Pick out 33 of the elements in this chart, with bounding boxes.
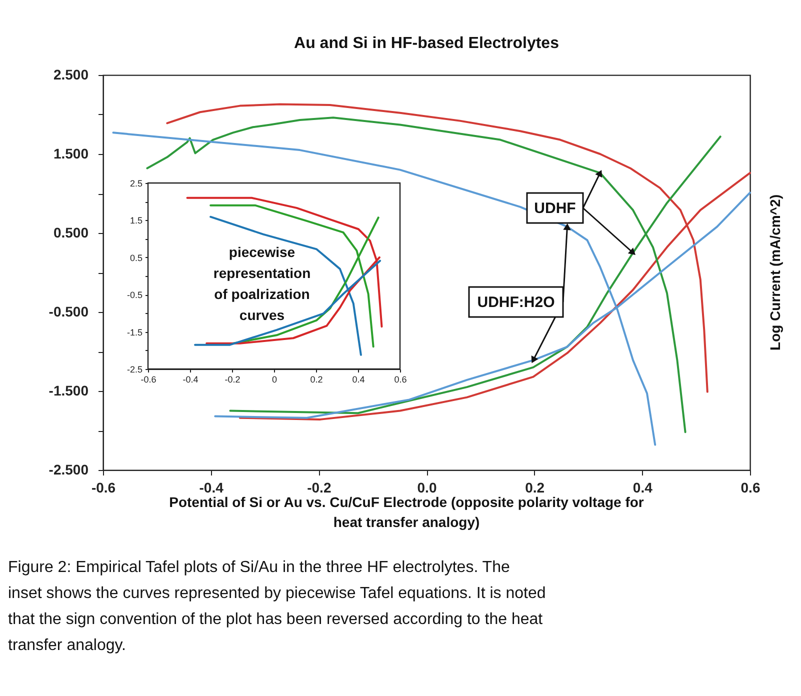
x-tick-label: -0.2	[307, 480, 332, 496]
y-tick-label: -0.500	[48, 304, 89, 320]
y-axis-title: Log Current (mA/cm^2)	[767, 194, 783, 350]
x-tick-label: 0.6	[740, 480, 760, 496]
y-tick-label: -1.500	[48, 382, 89, 398]
y-tick-label: 0.5	[130, 252, 142, 263]
x-tick-label: -0.4	[199, 480, 224, 496]
text: UDHF	[534, 200, 576, 217]
caption: Figure 2: Empirical Tafel plots of Si/Au in the three HF electrolytes. The inset shows the curves represented by piecewise Tafel equations. It is noted that the sign convention of the plot has been reversed according to the heat transfer analogy.	[8, 559, 546, 654]
x-tick-label: -0.4	[182, 374, 198, 384]
chart-title: Au and Si in HF-based Electrolytes	[294, 35, 560, 52]
y-tick-label: -1.5	[126, 327, 142, 338]
y-tick-label: -2.5	[126, 364, 142, 374]
y-tick-label: 1.500	[53, 146, 89, 162]
y-tick-label: -0.5	[126, 290, 142, 300]
x-tick-label: -0.6	[140, 374, 156, 384]
y-tick-label: 2.5	[130, 178, 142, 188]
annotation: piecewise representation of poalrization curves	[213, 244, 311, 323]
y-tick-label: 0.500	[53, 224, 89, 240]
x-tick-label: 0.2	[310, 374, 323, 384]
x-tick-label: 0.4	[352, 374, 365, 384]
x-tick-label: 0.2	[525, 480, 545, 496]
x-tick-label: 0.6	[394, 374, 407, 384]
x-tick-label: 0.4	[632, 480, 653, 496]
x-tick-label: -0.2	[224, 374, 240, 384]
x-tick-label: -0.6	[91, 480, 116, 496]
x-axis-title: Potential of Si or Au vs. Cu/CuF Electrode (opposite polarity voltage for heat transfer analogy)	[169, 494, 644, 530]
x-tick-label: 0	[272, 374, 278, 384]
y-tick-label: -2.500	[48, 462, 89, 478]
y-tick-label: 2.500	[53, 66, 89, 82]
text: UDHF:H2O	[477, 294, 556, 311]
y-tick-label: 1.5	[130, 216, 142, 226]
x-tick-label: 0.0	[417, 480, 437, 496]
